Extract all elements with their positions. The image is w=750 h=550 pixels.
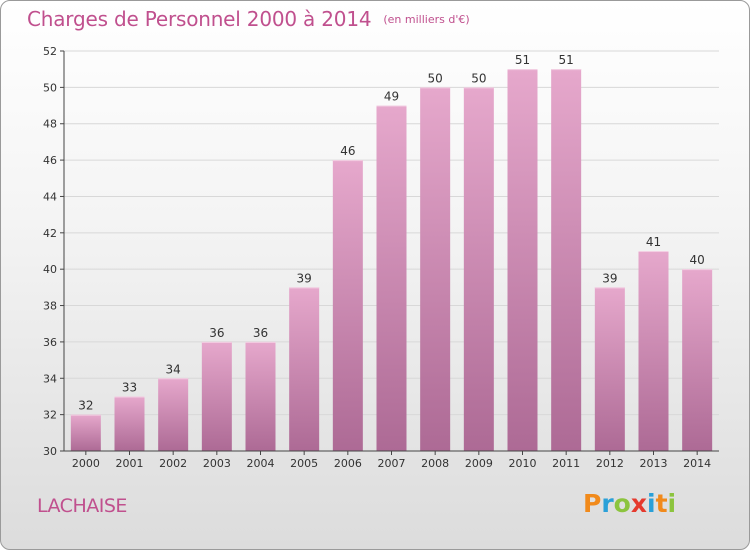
x-tick-label: 2012 [596,457,624,470]
y-tick-label: 34 [43,372,57,385]
logo-letter: i [647,489,656,518]
bar [507,69,538,451]
bar [594,287,625,451]
bar [70,414,101,451]
data-label: 33 [122,380,137,394]
x-tick-label: 2000 [72,457,100,470]
x-tick-label: 2009 [465,457,493,470]
data-label: 39 [602,271,617,285]
data-label: 36 [253,326,268,340]
logo-letter: r [601,489,614,518]
x-tick-label: 2014 [683,457,711,470]
y-tick-label: 30 [43,445,57,458]
bar [376,105,407,451]
chart-subtitle: (en milliers d'€) [383,13,470,26]
data-label: 51 [559,53,574,67]
y-tick-label: 38 [43,300,57,313]
y-tick-label: 44 [43,190,57,203]
logo-letter: i [667,489,677,518]
bar [463,87,494,451]
data-label: 32 [78,399,93,413]
data-label: 49 [384,90,399,104]
y-tick-label: 32 [43,409,57,422]
data-label: 39 [297,271,312,285]
data-label: 34 [166,362,181,376]
x-tick-label: 2007 [378,457,406,470]
y-tick-label: 48 [43,118,57,131]
bar [332,160,363,451]
data-label: 41 [646,235,661,249]
bar [551,69,582,451]
logo-letter: t [655,489,668,518]
y-tick-label: 52 [43,45,57,58]
x-tick-label: 2013 [640,457,668,470]
chart-title: Charges de Personnel 2000 à 2014 [27,7,372,31]
bar [420,87,451,451]
logo-letter: P [583,489,602,518]
x-tick-label: 2005 [290,457,318,470]
proxiti-logo[interactable]: Proxiti [583,489,676,518]
data-label: 36 [209,326,224,340]
x-tick-label: 2001 [116,457,144,470]
y-tick-label: 42 [43,227,57,240]
y-tick-label: 36 [43,336,57,349]
logo-letter: x [630,489,647,518]
x-tick-label: 2008 [421,457,449,470]
bar [201,341,232,451]
bar [638,251,669,451]
y-tick-label: 50 [43,81,57,94]
data-label: 50 [471,71,486,85]
x-tick-label: 2011 [552,457,580,470]
data-label: 51 [515,53,530,67]
x-tick-label: 2004 [247,457,275,470]
data-label: 46 [340,144,355,158]
bar [289,287,320,451]
y-tick-label: 46 [43,154,57,167]
bar [114,396,145,451]
data-label: 40 [690,253,705,267]
x-tick-label: 2003 [203,457,231,470]
commune-name: LACHAISE [37,495,127,517]
bar [682,269,713,451]
x-tick-label: 2010 [509,457,537,470]
x-tick-label: 2006 [334,457,362,470]
logo-letter: o [613,489,631,518]
title-row: Charges de Personnel 2000 à 2014 (en mill… [27,7,470,31]
x-tick-label: 2002 [159,457,187,470]
bar [245,341,276,451]
y-tick-label: 40 [43,263,57,276]
bar [158,378,189,451]
data-label: 50 [428,71,443,85]
